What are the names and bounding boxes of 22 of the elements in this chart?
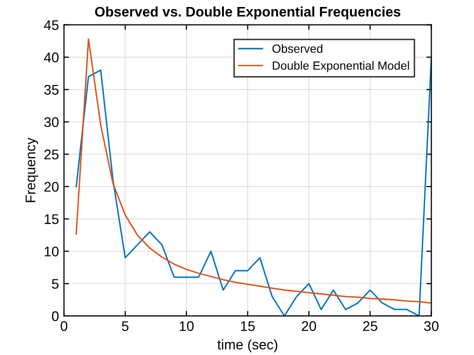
y-tick-label: 20 — [44, 182, 59, 192]
y-tick-label: 15 — [44, 214, 59, 224]
y-tick-label: 25 — [44, 150, 59, 160]
y-tick-label: 40 — [44, 52, 59, 62]
x-tick-label: 25 — [363, 321, 378, 332]
x-tick-label: 30 — [424, 321, 439, 332]
chart-title: Observed vs. Double Exponential Frequencies — [95, 6, 400, 20]
x-tick-label: 0 — [60, 321, 68, 332]
y-tick-label: 10 — [44, 246, 59, 256]
y-tick-label: 35 — [44, 84, 59, 95]
y-tick-label: 30 — [44, 117, 59, 128]
x-tick-label: 5 — [122, 321, 128, 332]
y-tick-label: 0 — [52, 311, 59, 322]
y-tick-label: 5 — [52, 279, 59, 289]
x-axis-title: time (sec) — [217, 339, 278, 352]
x-tick-label: 15 — [241, 321, 255, 332]
x-tick-label: 20 — [302, 321, 316, 332]
legend-label: Observed — [272, 44, 322, 53]
x-tick-label: 10 — [180, 321, 194, 332]
y-axis-title: Frequency — [26, 138, 38, 202]
legend-label: Double Exponential Model — [272, 61, 409, 72]
y-tick-label: 45 — [44, 20, 59, 30]
